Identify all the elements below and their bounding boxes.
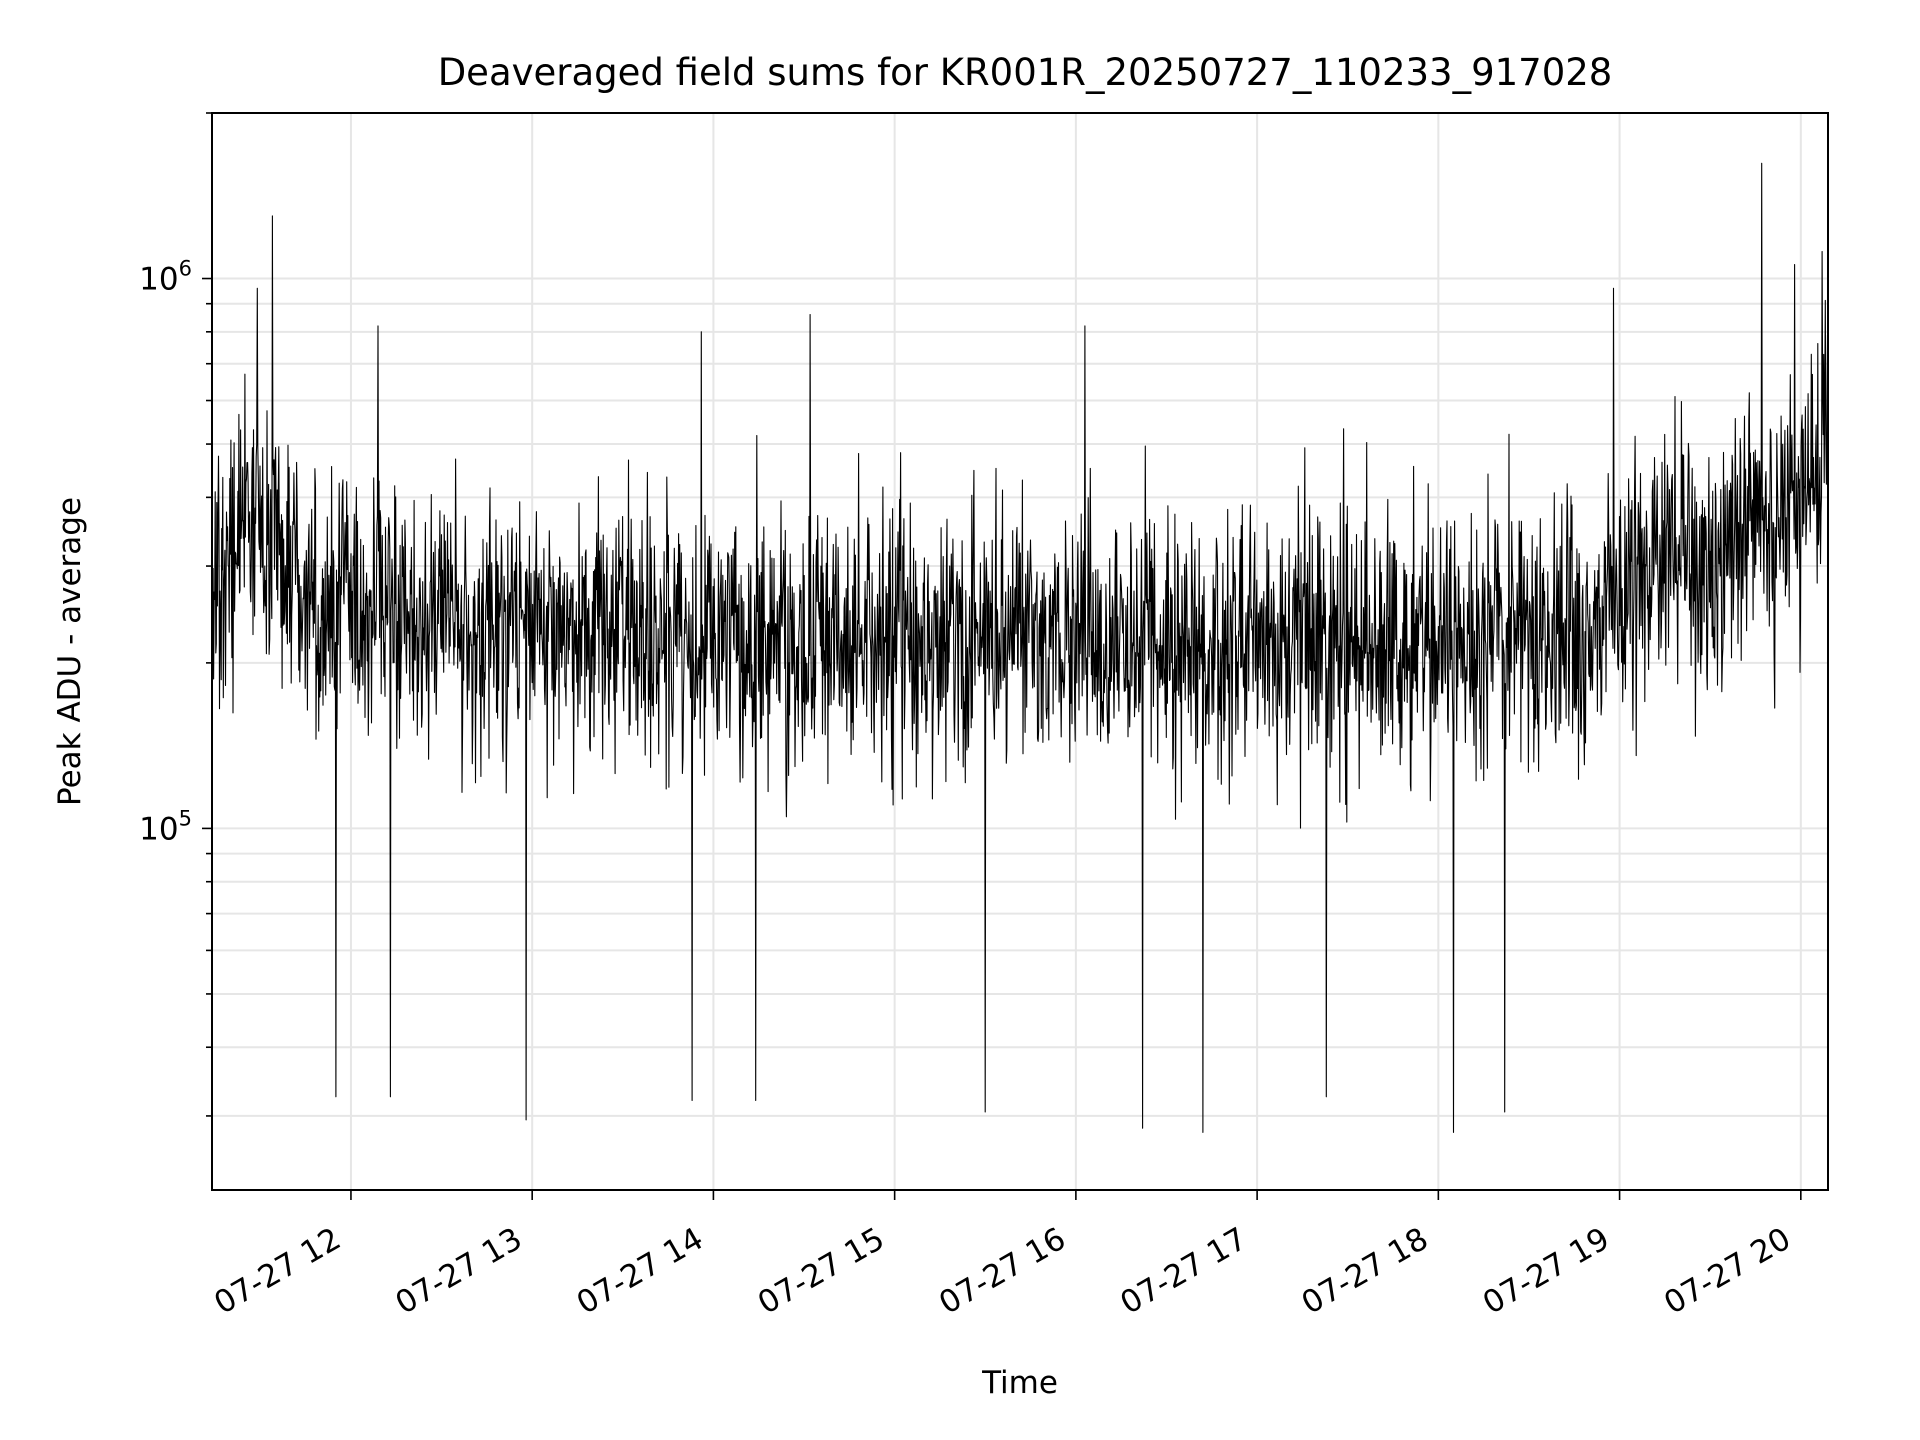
series-group	[211, 162, 1829, 1133]
plot-frame	[211, 112, 1829, 1191]
y-tick-label: 106	[139, 257, 192, 298]
y-axis-label: Peak ADU - average	[52, 497, 88, 806]
y-tick-label: 105	[139, 806, 192, 847]
chart-title: Deaveraged field sums for KR001R_2025072…	[438, 51, 1613, 94]
x-axis-label: Time	[981, 1365, 1058, 1401]
series-line	[211, 162, 1829, 1133]
